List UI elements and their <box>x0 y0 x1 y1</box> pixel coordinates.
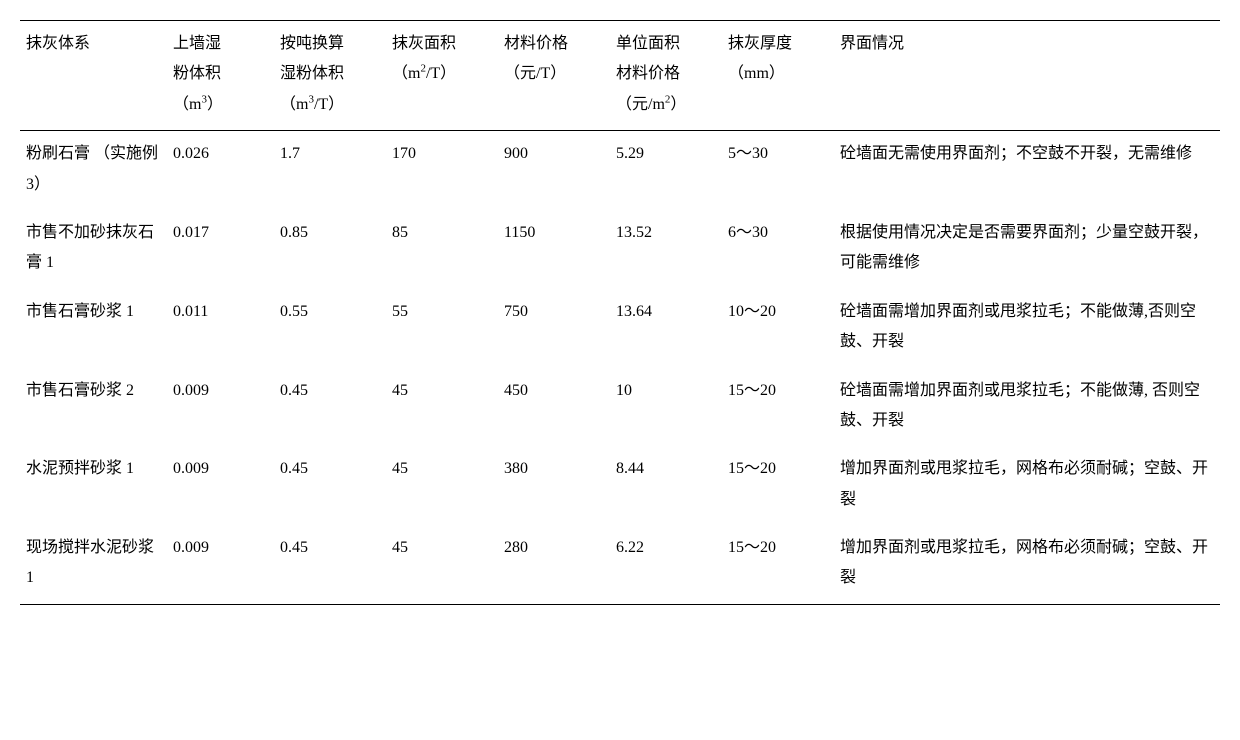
cell-wetVolPerT: 1.7 <box>274 131 386 210</box>
cell-wetVolPerT: 0.45 <box>274 525 386 604</box>
cell-matPrice: 1150 <box>498 210 610 289</box>
table-row: 市售石膏砂浆 20.0090.45454501015～20砼墙面需增加界面剂或甩… <box>20 368 1220 447</box>
table-row: 现场搅拌水泥砂浆 10.0090.45452806.2215～20增加界面剂或甩… <box>20 525 1220 604</box>
cell-thickness: 10～20 <box>722 289 834 368</box>
cell-matPrice: 750 <box>498 289 610 368</box>
col-header-thickness: 抹灰厚度（mm） <box>722 21 834 131</box>
cell-system: 粉刷石膏 （实施例 3） <box>20 131 167 210</box>
table-row: 水泥预拌砂浆 10.0090.45453808.4415～20增加界面剂或甩浆拉… <box>20 446 1220 525</box>
table-row: 市售石膏砂浆 10.0110.555575013.6410～20砼墙面需增加界面… <box>20 289 1220 368</box>
cell-wetVol: 0.009 <box>167 446 274 525</box>
cell-matPrice: 900 <box>498 131 610 210</box>
col-header-wet-vol: 上墙湿粉体积（m3） <box>167 21 274 131</box>
cell-area: 45 <box>386 446 498 525</box>
cell-wetVol: 0.009 <box>167 368 274 447</box>
cell-area: 45 <box>386 368 498 447</box>
cell-area: 45 <box>386 525 498 604</box>
cell-wetVolPerT: 0.55 <box>274 289 386 368</box>
cell-matPrice: 450 <box>498 368 610 447</box>
col-header-interface: 界面情况 <box>834 21 1220 131</box>
cell-area: 55 <box>386 289 498 368</box>
cell-system: 水泥预拌砂浆 1 <box>20 446 167 525</box>
cell-wetVol: 0.017 <box>167 210 274 289</box>
cell-unitPrice: 6.22 <box>610 525 722 604</box>
cell-interface: 砼墙面需增加界面剂或甩浆拉毛；不能做薄,否则空鼓、开裂 <box>834 289 1220 368</box>
cell-thickness: 15～20 <box>722 525 834 604</box>
cell-thickness: 5～30 <box>722 131 834 210</box>
cell-thickness: 6～30 <box>722 210 834 289</box>
cell-area: 85 <box>386 210 498 289</box>
cell-area: 170 <box>386 131 498 210</box>
cell-unitPrice: 8.44 <box>610 446 722 525</box>
cell-system: 现场搅拌水泥砂浆 1 <box>20 525 167 604</box>
cell-system: 市售石膏砂浆 2 <box>20 368 167 447</box>
col-header-mat-price: 材料价格（元/T） <box>498 21 610 131</box>
cell-interface: 增加界面剂或甩浆拉毛，网格布必须耐碱；空鼓、开裂 <box>834 446 1220 525</box>
col-header-unit-price: 单位面积材料价格（元/m2） <box>610 21 722 131</box>
table-row: 市售不加砂抹灰石膏 10.0170.8585115013.526～30根据使用情… <box>20 210 1220 289</box>
cell-thickness: 15～20 <box>722 446 834 525</box>
cell-unitPrice: 10 <box>610 368 722 447</box>
cell-interface: 砼墙面需增加界面剂或甩浆拉毛；不能做薄, 否则空鼓、开裂 <box>834 368 1220 447</box>
cell-interface: 砼墙面无需使用界面剂；不空鼓不开裂，无需维修 <box>834 131 1220 210</box>
cell-wetVolPerT: 0.45 <box>274 368 386 447</box>
col-header-area: 抹灰面积（m2/T） <box>386 21 498 131</box>
cell-matPrice: 380 <box>498 446 610 525</box>
cell-interface: 增加界面剂或甩浆拉毛，网格布必须耐碱；空鼓、开裂 <box>834 525 1220 604</box>
cell-wetVol: 0.026 <box>167 131 274 210</box>
table-row: 粉刷石膏 （实施例 3）0.0261.71709005.295～30砼墙面无需使… <box>20 131 1220 210</box>
cell-unitPrice: 13.64 <box>610 289 722 368</box>
plaster-comparison-table: 抹灰体系 上墙湿粉体积（m3） 按吨换算湿粉体积（m3/T） 抹灰面积（m2/T… <box>20 20 1220 605</box>
cell-wetVolPerT: 0.45 <box>274 446 386 525</box>
cell-system: 市售不加砂抹灰石膏 1 <box>20 210 167 289</box>
cell-system: 市售石膏砂浆 1 <box>20 289 167 368</box>
col-header-wet-vol-per-t: 按吨换算湿粉体积（m3/T） <box>274 21 386 131</box>
cell-thickness: 15～20 <box>722 368 834 447</box>
cell-wetVolPerT: 0.85 <box>274 210 386 289</box>
cell-unitPrice: 5.29 <box>610 131 722 210</box>
cell-wetVol: 0.011 <box>167 289 274 368</box>
cell-interface: 根据使用情况决定是否需要界面剂；少量空鼓开裂，可能需维修 <box>834 210 1220 289</box>
cell-matPrice: 280 <box>498 525 610 604</box>
cell-unitPrice: 13.52 <box>610 210 722 289</box>
cell-wetVol: 0.009 <box>167 525 274 604</box>
table-header-row: 抹灰体系 上墙湿粉体积（m3） 按吨换算湿粉体积（m3/T） 抹灰面积（m2/T… <box>20 21 1220 131</box>
table-body: 粉刷石膏 （实施例 3）0.0261.71709005.295～30砼墙面无需使… <box>20 131 1220 605</box>
col-header-system: 抹灰体系 <box>20 21 167 131</box>
